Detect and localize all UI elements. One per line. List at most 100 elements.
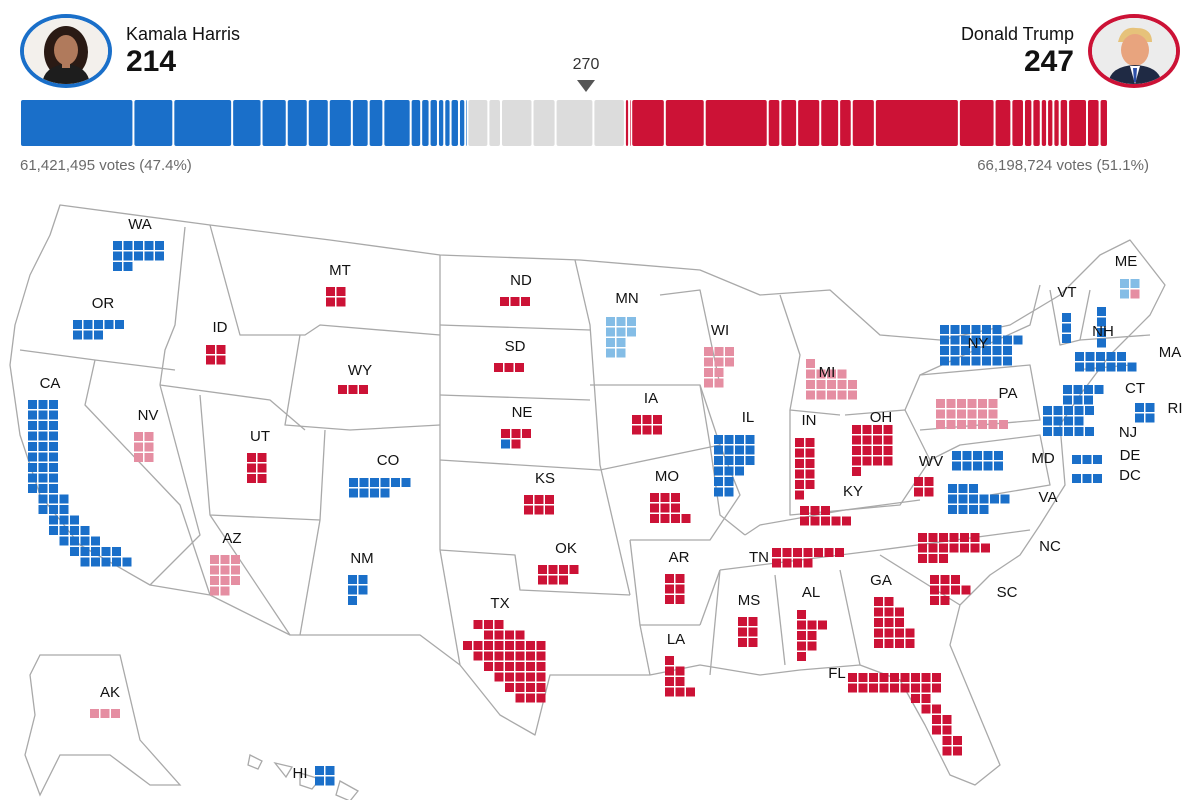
state-md[interactable] bbox=[952, 451, 1003, 471]
ev-bar-segment[interactable] bbox=[705, 100, 767, 146]
ev-bar-segment[interactable] bbox=[594, 100, 624, 146]
state-ma[interactable] bbox=[1075, 352, 1137, 372]
state-ca[interactable] bbox=[28, 400, 132, 567]
state-nh[interactable] bbox=[1097, 307, 1106, 348]
state-tn[interactable] bbox=[772, 548, 844, 568]
ev-bar-segment[interactable] bbox=[1048, 100, 1053, 146]
state-ut[interactable] bbox=[247, 453, 267, 483]
ev-bar-segment[interactable] bbox=[665, 100, 704, 146]
state-co[interactable] bbox=[349, 478, 411, 498]
ev-bar-segment[interactable] bbox=[384, 100, 410, 146]
ev-bar-segment[interactable] bbox=[1024, 100, 1032, 146]
ev-bar-segment[interactable] bbox=[468, 100, 488, 146]
state-wv[interactable] bbox=[914, 477, 934, 497]
ev-bar-segment[interactable] bbox=[501, 100, 532, 146]
ev-bar-segment[interactable] bbox=[489, 100, 500, 146]
ev-bar-segment[interactable] bbox=[1100, 100, 1107, 146]
ev-bar-segment[interactable] bbox=[798, 100, 820, 146]
state-de[interactable] bbox=[1072, 455, 1102, 464]
state-va[interactable] bbox=[948, 484, 1010, 514]
state-tx[interactable] bbox=[463, 620, 546, 703]
state-vt[interactable] bbox=[1062, 313, 1071, 343]
ev-bar-segment[interactable] bbox=[1041, 100, 1047, 146]
state-wa[interactable] bbox=[113, 241, 164, 271]
trump-avatar[interactable] bbox=[1088, 14, 1180, 88]
ev-bar-segment[interactable] bbox=[262, 100, 286, 146]
state-pa[interactable] bbox=[936, 399, 1008, 429]
state-ia[interactable] bbox=[632, 415, 662, 435]
ev-bar-segment[interactable] bbox=[411, 100, 421, 146]
ev-bar-segment[interactable] bbox=[352, 100, 368, 146]
ev-bar-segment[interactable] bbox=[233, 100, 261, 146]
state-nc[interactable] bbox=[918, 533, 990, 563]
state-ky[interactable] bbox=[800, 506, 851, 526]
state-nv[interactable] bbox=[134, 432, 154, 462]
ev-bar-segment[interactable] bbox=[451, 100, 458, 146]
state-mt[interactable] bbox=[326, 287, 346, 307]
ev-bar-segment[interactable] bbox=[533, 100, 555, 146]
ev-bar-segment[interactable] bbox=[422, 100, 429, 146]
state-wy[interactable] bbox=[338, 385, 368, 394]
state-mn[interactable] bbox=[606, 317, 636, 358]
ev-bar-segment[interactable] bbox=[308, 100, 328, 146]
ev-bar-segment[interactable] bbox=[840, 100, 851, 146]
state-ok[interactable] bbox=[538, 565, 579, 585]
state-ks[interactable] bbox=[524, 495, 554, 515]
state-ri[interactable] bbox=[1135, 403, 1155, 423]
state-wi[interactable] bbox=[704, 347, 734, 388]
ev-bar-segment[interactable] bbox=[1087, 100, 1099, 146]
harris-avatar[interactable] bbox=[20, 14, 112, 88]
state-la[interactable] bbox=[665, 656, 695, 697]
ev-bar-segment[interactable] bbox=[134, 100, 173, 146]
state-ar[interactable] bbox=[665, 574, 685, 604]
state-ms[interactable] bbox=[738, 617, 758, 647]
ev-bar-segment[interactable] bbox=[174, 100, 232, 146]
ev-bar-segment[interactable] bbox=[959, 100, 994, 146]
ev-bar-segment[interactable] bbox=[768, 100, 780, 146]
ev-bar-segment[interactable] bbox=[21, 100, 133, 146]
state-mi[interactable] bbox=[806, 359, 857, 400]
ev-bar-segment[interactable] bbox=[1012, 100, 1023, 146]
state-nm[interactable] bbox=[348, 575, 368, 605]
ev-bar-segment[interactable] bbox=[445, 100, 450, 146]
state-sd[interactable] bbox=[494, 363, 524, 372]
state-nd[interactable] bbox=[500, 297, 530, 306]
state-az[interactable] bbox=[210, 555, 240, 596]
state-ga[interactable] bbox=[874, 597, 915, 648]
state-oh[interactable] bbox=[852, 425, 893, 476]
state-nj[interactable] bbox=[1043, 406, 1094, 436]
state-il[interactable] bbox=[714, 435, 755, 497]
ev-bar-segment[interactable] bbox=[1060, 100, 1068, 146]
ev-bar-segment[interactable] bbox=[438, 100, 444, 146]
ev-bar-segment[interactable] bbox=[287, 100, 307, 146]
ev-bar-segment[interactable] bbox=[632, 100, 664, 146]
state-hi[interactable] bbox=[315, 766, 335, 786]
state-ak[interactable] bbox=[90, 709, 120, 718]
ev-bar-segment[interactable] bbox=[875, 100, 958, 146]
state-sc[interactable] bbox=[930, 575, 971, 605]
state-al[interactable] bbox=[797, 610, 827, 661]
ev-bar-segment[interactable] bbox=[369, 100, 383, 146]
state-fl[interactable] bbox=[848, 673, 962, 756]
ev-bar-segment[interactable] bbox=[1054, 100, 1059, 146]
ev-bar-segment[interactable] bbox=[1069, 100, 1086, 146]
ev-bar-segment[interactable] bbox=[466, 100, 467, 146]
state-ny[interactable] bbox=[940, 325, 1023, 366]
state-or[interactable] bbox=[73, 320, 124, 340]
ev-bar-segment[interactable] bbox=[430, 100, 437, 146]
ev-bar-segment[interactable] bbox=[630, 100, 631, 146]
state-mo[interactable] bbox=[650, 493, 691, 523]
ev-bar-segment[interactable] bbox=[821, 100, 839, 146]
ev-bar-segment[interactable] bbox=[781, 100, 797, 146]
ev-bar-segment[interactable] bbox=[625, 100, 629, 146]
state-ne[interactable] bbox=[501, 429, 531, 449]
state-id[interactable] bbox=[206, 345, 226, 365]
ev-bar-segment[interactable] bbox=[1033, 100, 1040, 146]
ev-bar-segment[interactable] bbox=[329, 100, 351, 146]
state-in[interactable] bbox=[795, 438, 815, 500]
ev-bar-segment[interactable] bbox=[995, 100, 1011, 146]
state-dc[interactable] bbox=[1072, 474, 1102, 483]
ev-bar-segment[interactable] bbox=[459, 100, 465, 146]
ev-bar-segment[interactable] bbox=[556, 100, 593, 146]
state-ct[interactable] bbox=[1063, 385, 1104, 405]
